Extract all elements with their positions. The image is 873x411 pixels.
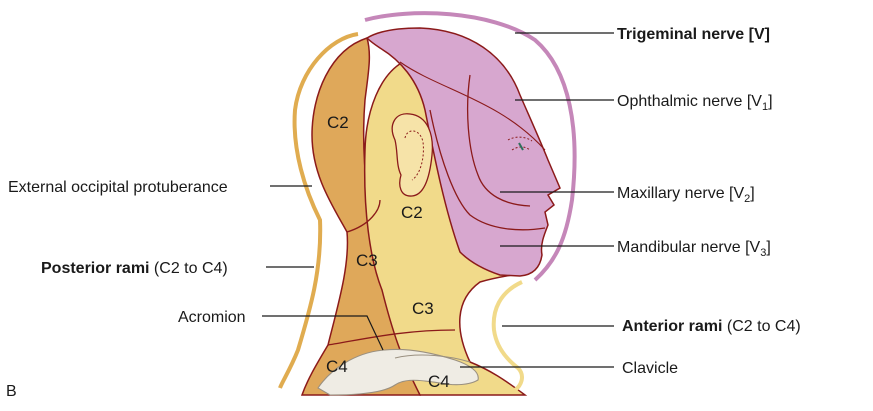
ophthalmic-label: Ophthalmic nerve [V1] (617, 93, 773, 113)
panel-letter: B (6, 383, 17, 400)
external-occipital-label: External occipital protuberance (8, 179, 228, 196)
zone-label-c3-posterior: C3 (356, 251, 378, 270)
v2-v3-boundary (429, 109, 546, 231)
zone-label-c2-anterior: C2 (401, 203, 423, 222)
clavicle-label: Clavicle (622, 360, 678, 377)
mandibular-label: Mandibular nerve [V3] (617, 239, 771, 259)
eye-mark (518, 142, 524, 151)
zone-label-c2-posterior: C2 (327, 113, 349, 132)
acromion-leader (262, 315, 384, 351)
trigeminal-outline (364, 11, 577, 282)
zone-label-c3-anterior: C3 (412, 299, 434, 318)
ear (391, 113, 434, 197)
clavicle-bone (394, 354, 471, 363)
zone-label-c4-anterior: C4 (428, 372, 450, 391)
maxillary-label: Maxillary nerve [V2] (617, 185, 755, 205)
ophthalmic-division-line (399, 61, 546, 151)
anterior-rami-label: Anterior rami (C2 to C4) (622, 318, 801, 335)
posterior-rami-outline (278, 32, 359, 389)
trigeminal-region (365, 27, 561, 277)
v1-v2-boundary (467, 74, 531, 207)
c2-c3-boundary (346, 199, 381, 233)
trigeminal-label: Trigeminal nerve [V] (617, 26, 770, 43)
c3-c4-boundary (327, 329, 456, 346)
zone-label-c4-posterior: C4 (326, 357, 348, 376)
anterior-rami-outline (491, 280, 524, 392)
posterior-rami-label: Posterior rami (C2 to C4) (41, 260, 228, 277)
acromion-label: Acromion (178, 309, 246, 326)
shoulder-bones (317, 348, 479, 396)
